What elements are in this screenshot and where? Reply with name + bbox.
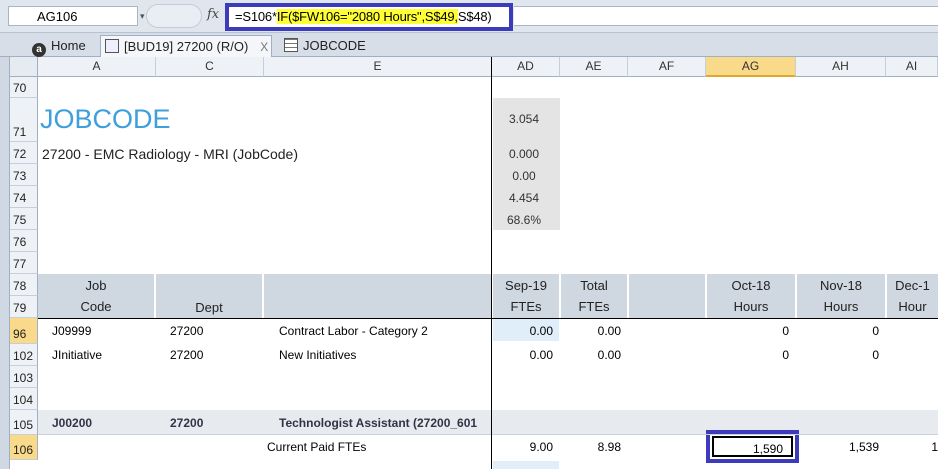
- task-pane-strip[interactable]: [0, 57, 10, 469]
- dept-cell[interactable]: 27200: [170, 324, 204, 338]
- row-header[interactable]: 79: [10, 296, 38, 318]
- tab-label: JOBCODE: [303, 38, 366, 53]
- active-cell-ag106[interactable]: 1,590: [706, 430, 799, 463]
- ae-cell[interactable]: 0.00: [597, 324, 621, 338]
- freeze-pane-divider: [491, 57, 492, 469]
- summary-value: 68.6%: [506, 213, 542, 227]
- tab-label: [BUD19] 27200 (R/O): [124, 39, 249, 54]
- ad-cell[interactable]: 0.00: [529, 348, 553, 362]
- paid-ftes-label[interactable]: Current Paid FTEs: [267, 440, 367, 454]
- paid-ah-cell[interactable]: 1,539: [848, 440, 879, 454]
- paid-ad-cell[interactable]: 9.00: [529, 440, 553, 454]
- ag-cell[interactable]: 0: [782, 324, 789, 338]
- header-ae: Total FTEs: [561, 274, 627, 318]
- header-ad: Sep-19 FTEs: [493, 274, 559, 318]
- tab-home[interactable]: a Home: [32, 35, 86, 57]
- cell-highlight-partial: [493, 461, 559, 469]
- home-icon: a: [32, 43, 46, 57]
- row-header[interactable]: 103: [10, 366, 38, 388]
- row-header[interactable]: 70: [10, 77, 38, 98]
- header-ai: Dec-1 Hour: [887, 274, 938, 318]
- group-job-code[interactable]: J00200: [52, 416, 93, 430]
- col-header-ad[interactable]: AD: [492, 57, 560, 77]
- dept-cell[interactable]: 27200: [170, 348, 204, 362]
- col-header-af[interactable]: AF: [628, 57, 706, 77]
- row-header[interactable]: 106: [10, 435, 38, 460]
- row-header[interactable]: 105: [10, 410, 38, 435]
- formula-highlight: IF($FW106="2080 Hours",S$49,: [276, 9, 458, 24]
- row-header[interactable]: 72: [10, 142, 38, 164]
- row-gridline: [38, 434, 938, 435]
- row-header[interactable]: 104: [10, 388, 38, 410]
- col-header-c[interactable]: C: [156, 57, 264, 77]
- row-header[interactable]: 75: [10, 208, 38, 230]
- grid-icon: [284, 38, 298, 52]
- row-header[interactable]: 74: [10, 186, 38, 208]
- insert-function-icon[interactable]: fx: [207, 7, 220, 22]
- header-ah: Nov-18 Hours: [797, 274, 885, 318]
- tab-bud19[interactable]: [BUD19] 27200 (R/O) X: [100, 35, 272, 57]
- formula-input[interactable]: =S106*IF($FW106="2080 Hours",S$49,S$48): [225, 3, 513, 31]
- summary-value: 3.054: [508, 112, 540, 126]
- tab-bar: a Home [BUD19] 27200 (R/O) X JOBCODE: [0, 33, 938, 57]
- summary-value: 4.454: [508, 191, 540, 205]
- ah-cell[interactable]: 0: [872, 324, 879, 338]
- formula-bar: AG106 ▾ fx =S106*IF($FW106="2080 Hours",…: [0, 0, 938, 33]
- row-header[interactable]: 102: [10, 344, 38, 366]
- selected-cell-highlight: [493, 319, 559, 341]
- header-description: [264, 274, 491, 318]
- close-icon[interactable]: X: [260, 40, 269, 54]
- tab-label: Home: [51, 38, 86, 53]
- description-cell[interactable]: Contract Labor - Category 2: [279, 324, 428, 338]
- job-code-cell[interactable]: JInitiative: [52, 348, 103, 362]
- row-header[interactable]: 78: [10, 274, 38, 296]
- tab-jobcode[interactable]: JOBCODE: [284, 35, 366, 57]
- formula-text-end: S$48): [457, 9, 492, 24]
- job-code-cell[interactable]: J09999: [52, 324, 92, 338]
- summary-value: 0.000: [508, 147, 540, 161]
- summary-block: [493, 98, 560, 230]
- header-ag: Oct-18 Hours: [707, 274, 795, 318]
- col-header-ai[interactable]: AI: [886, 57, 938, 77]
- header-dept: Dept: [156, 274, 262, 318]
- row-header[interactable]: 71: [10, 98, 38, 142]
- document-icon: [105, 39, 119, 53]
- paid-ae-cell[interactable]: 8.98: [597, 440, 621, 454]
- ah-cell[interactable]: 0: [872, 348, 879, 362]
- formula-controls: [146, 4, 202, 28]
- group-description[interactable]: Technologist Assistant (27200_601: [279, 416, 478, 430]
- row-header[interactable]: 77: [10, 252, 38, 274]
- formula-input-area[interactable]: [514, 6, 938, 26]
- formula-text-start: =S106*: [235, 9, 277, 24]
- description-cell[interactable]: New Initiatives: [279, 348, 357, 362]
- col-header-a[interactable]: A: [38, 57, 156, 77]
- header-job-code: Job Code: [38, 274, 154, 318]
- paid-ai-cell[interactable]: 1: [931, 440, 938, 454]
- row-header[interactable]: 73: [10, 164, 38, 186]
- header-af: [629, 274, 705, 318]
- ae-cell[interactable]: 0.00: [597, 348, 621, 362]
- name-box[interactable]: AG106: [8, 6, 138, 26]
- active-cell-value: 1,590: [712, 436, 793, 457]
- col-header-ah[interactable]: AH: [796, 57, 886, 77]
- report-title: JOBCODE: [40, 104, 171, 134]
- ad-cell[interactable]: 0.00: [529, 324, 553, 338]
- chevron-down-icon[interactable]: ▾: [140, 11, 145, 21]
- ag-cell[interactable]: 0: [782, 348, 789, 362]
- row-header[interactable]: 96: [10, 318, 38, 344]
- col-header-ag[interactable]: AG: [706, 57, 796, 77]
- summary-value: 0.00: [512, 169, 536, 183]
- group-dept[interactable]: 27200: [170, 416, 204, 430]
- select-all-corner[interactable]: [10, 57, 38, 77]
- col-header-e[interactable]: E: [264, 57, 492, 77]
- row-header[interactable]: 76: [10, 230, 38, 252]
- report-subtitle: 27200 - EMC Radiology - MRI (JobCode): [42, 146, 298, 162]
- col-header-ae[interactable]: AE: [560, 57, 628, 77]
- header-bottom-border: [38, 318, 938, 319]
